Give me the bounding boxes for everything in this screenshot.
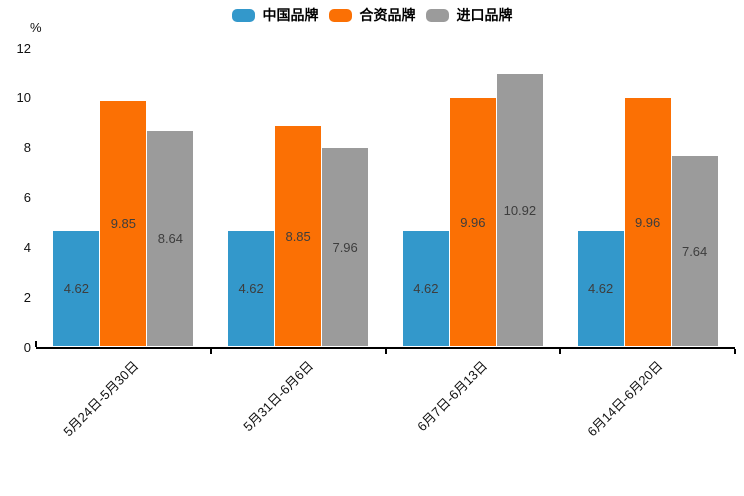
y-tick-label: 8	[23, 140, 31, 156]
bar-value-label: 9.96	[634, 214, 661, 230]
bar: 9.85	[100, 101, 147, 347]
x-tick-label: 6月14日-6月20日	[584, 358, 666, 440]
bar-value-label: 4.62	[587, 281, 614, 297]
bar: 7.96	[322, 148, 369, 347]
legend-swatch-icon	[231, 8, 255, 22]
y-axis-unit-label: %	[30, 20, 42, 35]
legend-label: 中国品牌	[262, 7, 319, 23]
x-axis-tick	[209, 348, 212, 354]
legend-swatch-icon	[328, 8, 352, 22]
x-axis-tick	[559, 348, 562, 354]
legend-swatch-icon	[425, 8, 449, 22]
bar-value-label: 4.62	[413, 281, 439, 297]
x-tick-label: 5月31日-6月6日	[239, 358, 316, 435]
y-axis-tick	[35, 340, 37, 347]
bar: 7.64	[671, 156, 718, 347]
bar: 8.64	[147, 131, 194, 347]
y-tick-label: 4	[23, 239, 31, 255]
bar-value-label: 10.92	[503, 202, 537, 218]
bar-value-label: 4.62	[238, 281, 264, 297]
x-tick-label: 5月24日-5月30日	[59, 358, 142, 440]
bar-value-label: 9.96	[460, 214, 486, 230]
bar: 9.96	[449, 98, 496, 347]
bar: 10.92	[496, 74, 543, 347]
bar: 4.62	[402, 231, 449, 347]
y-tick-label: 2	[23, 289, 31, 305]
bar-value-label: 7.64	[681, 243, 708, 259]
bar-value-label: 9.85	[110, 216, 137, 232]
bar: 4.62	[228, 231, 275, 347]
bar: 4.62	[53, 231, 100, 347]
y-tick-label: 10	[16, 90, 31, 106]
legend-item[interactable]: 合资品牌	[328, 7, 416, 23]
x-axis-line	[36, 346, 735, 349]
legend-item[interactable]: 进口品牌	[425, 7, 513, 23]
bar: 8.85	[275, 125, 322, 347]
y-tick-label: 12	[16, 40, 31, 56]
bar-value-label: 8.64	[157, 231, 184, 247]
bar-value-label: 8.85	[285, 228, 311, 244]
y-tick-label: 0	[23, 339, 31, 355]
legend-label: 进口品牌	[456, 7, 513, 23]
bar-value-label: 7.96	[332, 239, 358, 255]
x-axis-tick	[384, 348, 387, 354]
legend: 中国品牌 合资品牌 进口品牌	[0, 8, 744, 22]
bar: 4.62	[577, 231, 624, 347]
legend-item[interactable]: 中国品牌	[231, 7, 319, 23]
x-tick-label: 6月7日-6月13日	[414, 358, 491, 435]
legend-label: 合资品牌	[359, 7, 416, 23]
bar-value-label: 4.62	[63, 281, 90, 297]
x-axis-tick	[734, 348, 736, 354]
y-tick-label: 6	[23, 190, 31, 205]
bar: 9.96	[624, 98, 671, 347]
